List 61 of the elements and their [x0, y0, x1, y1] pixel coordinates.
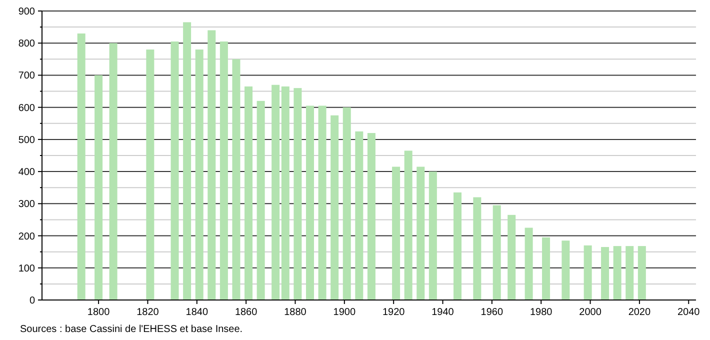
bar — [613, 246, 622, 300]
bar — [232, 59, 240, 300]
bar — [601, 247, 610, 300]
bar — [170, 42, 179, 300]
x-tick-label: 1860 — [234, 307, 258, 318]
x-tick-label: 1980 — [530, 307, 553, 318]
bar — [318, 106, 326, 300]
bar — [355, 131, 364, 300]
bar — [281, 86, 290, 300]
bar — [392, 166, 400, 300]
y-tick-label: 700 — [18, 70, 36, 82]
x-tick-label: 1880 — [284, 307, 307, 318]
y-tick-label: 200 — [18, 231, 36, 242]
y-tick-label: 100 — [18, 263, 36, 274]
bar — [94, 75, 103, 300]
bar — [473, 197, 482, 300]
bar — [244, 86, 253, 300]
bar — [330, 115, 339, 300]
bar — [256, 100, 265, 300]
y-tick-label: 900 — [18, 6, 36, 18]
bar — [306, 106, 314, 300]
y-tick-label: 300 — [18, 199, 36, 210]
y-tick-label: 800 — [18, 38, 36, 50]
x-tick-label: 1940 — [432, 307, 454, 318]
x-tick-label: 2000 — [579, 307, 602, 318]
source-note: Sources : base Cassini de l'EHESS et base Insee. — [20, 324, 243, 335]
bar — [146, 50, 154, 300]
bar — [367, 133, 376, 300]
bar — [524, 228, 533, 300]
bar — [77, 33, 86, 300]
bar — [626, 246, 634, 300]
bar — [508, 214, 516, 300]
bar — [294, 88, 302, 300]
x-tick-label: 1900 — [333, 307, 356, 318]
bar — [416, 166, 425, 300]
bar — [492, 205, 501, 300]
y-tick-label: 500 — [18, 134, 36, 146]
x-tick-label: 1920 — [382, 307, 406, 318]
bar — [220, 42, 228, 300]
bar — [272, 84, 280, 300]
x-tick-label: 1800 — [87, 307, 110, 318]
bar — [454, 192, 462, 300]
bar — [342, 107, 351, 300]
bar — [195, 50, 204, 300]
bar — [208, 30, 216, 300]
x-tick-label: 2020 — [628, 307, 652, 318]
x-tick-label: 1840 — [186, 307, 208, 318]
bar — [542, 237, 550, 300]
bar — [584, 245, 592, 300]
bar — [428, 172, 437, 300]
y-tick-label: 600 — [18, 102, 36, 114]
x-tick-label: 1960 — [480, 307, 504, 318]
bar — [562, 240, 570, 300]
x-tick-label: 2040 — [678, 307, 700, 318]
bar — [638, 246, 646, 300]
bar — [404, 150, 412, 300]
bar — [183, 22, 192, 300]
x-tick-label: 1820 — [136, 307, 160, 318]
y-tick-label: 400 — [18, 167, 36, 178]
y-tick-label: 0 — [29, 296, 36, 306]
bar — [109, 43, 118, 300]
